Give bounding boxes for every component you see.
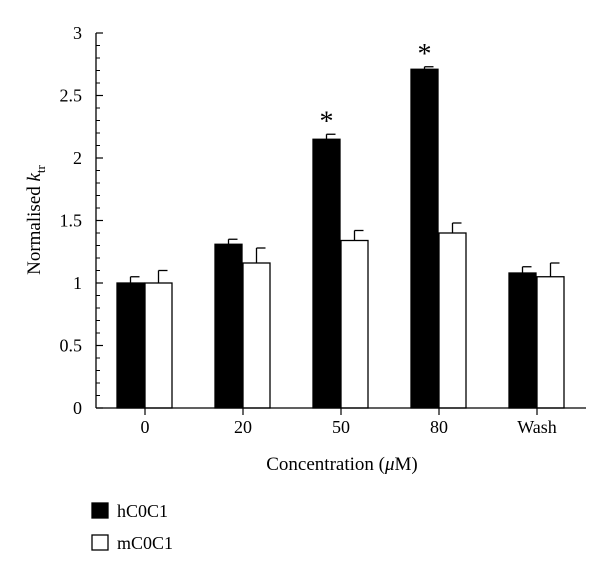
legend-label-hC0C1: hC0C1	[117, 501, 168, 521]
y-tick-label: 1.5	[60, 211, 83, 231]
x-axis: 0 20 50 80 Wash	[96, 407, 586, 437]
x-tick-label: 80	[430, 417, 448, 437]
x-tick-label: 50	[332, 417, 350, 437]
y-tick-label: 1	[73, 273, 82, 293]
y-axis: 0 0.5 1 1.5 2 2.5 3	[60, 23, 103, 418]
bar-hC0C1-80	[410, 68, 439, 409]
y-axis-label-main: Normalised	[24, 181, 45, 274]
x-axis-label-prefix: Concentration (	[266, 454, 385, 475]
x-tick-label: 20	[234, 417, 252, 437]
bar-mC0C1-0	[144, 282, 173, 409]
bar-hC0C1-50	[312, 138, 341, 409]
legend: hC0C1 mC0C1	[91, 501, 173, 553]
x-tick-label: 0	[141, 417, 150, 437]
y-tick-label: 2.5	[60, 86, 83, 106]
bar-mC0C1-50	[340, 239, 369, 409]
y-tick-label: 0.5	[60, 336, 83, 356]
legend-label-mC0C1: mC0C1	[117, 533, 173, 553]
x-axis-label: Concentration (μM)	[266, 454, 418, 475]
legend-swatch-mC0C1	[91, 534, 109, 551]
y-tick-label: 0	[73, 398, 82, 418]
legend-swatch-hC0C1	[91, 502, 109, 519]
significance-marker: *	[418, 39, 432, 70]
bar-mC0C1-Wash	[536, 276, 565, 409]
y-axis-label: Normalised ktr	[24, 164, 48, 274]
bar-hC0C1-Wash	[508, 272, 537, 409]
significance-marker: *	[320, 106, 334, 137]
y-axis-label-var: k	[24, 172, 45, 181]
bar-mC0C1-20	[242, 262, 271, 409]
x-axis-label-unit: μ	[384, 454, 395, 475]
y-tick-label: 3	[73, 23, 82, 43]
y-tick-label: 2	[73, 148, 82, 168]
y-axis-label-sub: tr	[33, 164, 48, 173]
x-axis-label-suffix: M)	[395, 454, 418, 475]
bar-mC0C1-80	[438, 232, 467, 409]
bar-hC0C1-0	[116, 282, 145, 409]
x-tick-label: Wash	[517, 417, 557, 437]
plot-area: **	[116, 39, 565, 409]
bar-hC0C1-20	[214, 243, 243, 409]
